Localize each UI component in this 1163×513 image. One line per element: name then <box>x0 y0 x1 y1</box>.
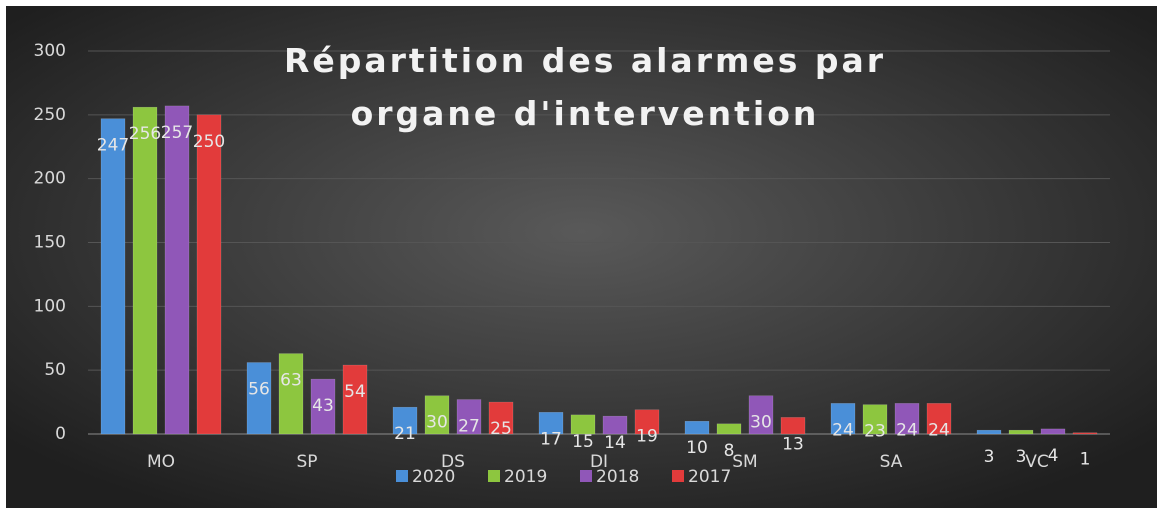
data-label: 250 <box>193 132 225 152</box>
x-tick-label: SA <box>880 452 903 472</box>
data-label: 19 <box>636 427 658 447</box>
chart-title: Répartition des alarmes par organe d'int… <box>283 41 887 133</box>
data-label: 256 <box>129 124 161 144</box>
data-label: 17 <box>540 429 562 449</box>
data-label: 25 <box>490 419 512 439</box>
legend-swatch <box>396 470 408 482</box>
data-label: 21 <box>394 424 416 444</box>
bar <box>830 403 856 435</box>
x-tick-label: VC <box>1025 452 1049 472</box>
y-tick-label: 100 <box>34 296 66 316</box>
bar <box>488 401 514 435</box>
data-label: 56 <box>248 380 270 400</box>
y-tick-label: 150 <box>34 233 66 253</box>
data-label: 27 <box>458 417 480 437</box>
bar <box>164 105 190 435</box>
bar <box>780 417 806 435</box>
legend-label: 2017 <box>688 467 731 487</box>
legend-label: 2020 <box>412 467 455 487</box>
bar <box>456 399 482 435</box>
y-tick-label: 200 <box>34 169 66 189</box>
bar <box>1008 429 1034 435</box>
data-label: 15 <box>572 432 594 452</box>
data-label: 13 <box>782 434 804 454</box>
legend-swatch <box>488 470 500 482</box>
bar <box>570 414 596 435</box>
bar <box>538 412 564 435</box>
data-label: 24 <box>896 420 918 440</box>
x-tick-label: SM <box>732 452 757 472</box>
bar <box>976 429 1002 435</box>
y-tick-label: 50 <box>44 360 66 380</box>
bar <box>602 415 628 435</box>
legend-label: 2019 <box>504 467 547 487</box>
bar <box>862 404 888 435</box>
data-label: 4 <box>1048 446 1059 466</box>
data-label: 1 <box>1080 450 1091 470</box>
bar <box>424 395 450 435</box>
data-label: 24 <box>928 420 950 440</box>
bar <box>748 395 774 435</box>
y-tick-label: 300 <box>34 41 66 61</box>
data-label: 23 <box>864 422 886 442</box>
y-tick-label: 0 <box>55 424 66 444</box>
bar <box>634 409 660 435</box>
bar <box>246 362 272 435</box>
data-label: 30 <box>750 413 772 433</box>
x-tick-label: SP <box>296 452 317 472</box>
bar <box>684 420 710 435</box>
bar <box>278 353 304 435</box>
bar <box>392 406 418 435</box>
data-label: 10 <box>686 438 708 458</box>
bar <box>100 118 126 435</box>
legend-swatch <box>672 470 684 482</box>
bar <box>926 403 952 435</box>
bar <box>342 364 368 435</box>
bar <box>310 378 336 435</box>
x-tick-label: MO <box>147 452 175 472</box>
data-label: 30 <box>426 413 448 433</box>
data-label: 3 <box>1016 447 1027 467</box>
data-label: 3 <box>984 447 995 467</box>
data-label: 247 <box>97 136 129 156</box>
data-label: 63 <box>280 371 302 391</box>
bar <box>1040 428 1066 435</box>
legend-label: 2018 <box>596 467 639 487</box>
bar <box>132 106 158 435</box>
y-tick-label: 250 <box>34 105 66 125</box>
x-tick-label: DS <box>441 452 465 472</box>
bar <box>196 114 222 435</box>
legend-swatch <box>580 470 592 482</box>
data-label: 43 <box>312 396 334 416</box>
data-label: 14 <box>604 433 626 453</box>
data-label: 54 <box>344 382 366 402</box>
data-label: 257 <box>161 123 193 143</box>
bar <box>1072 432 1098 435</box>
bar <box>894 403 920 435</box>
data-label: 24 <box>832 420 854 440</box>
bar <box>716 423 742 435</box>
data-label: 8 <box>724 441 735 461</box>
x-tick-label: DI <box>590 452 608 472</box>
